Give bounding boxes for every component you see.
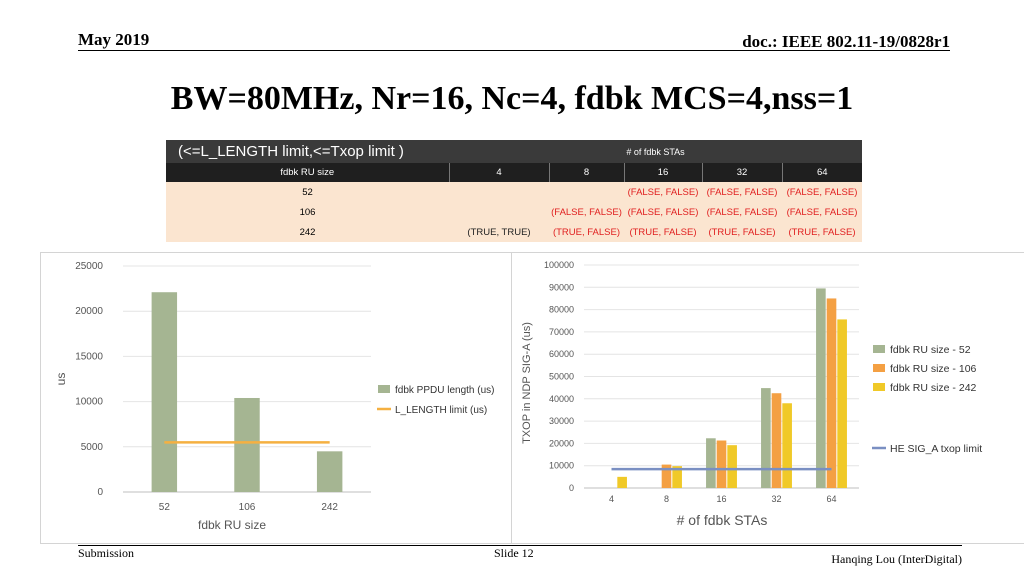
x-tick-label: 8: [664, 494, 669, 504]
x-tick-label: 242: [321, 502, 338, 513]
footer-author: Hanqing Lou (InterDigital): [831, 552, 962, 566]
ppdu-length-chart-svg: 0 5000 10000 15000 20000 25000 52 106 242 fdbk RU…: [54, 261, 495, 532]
table-cell: (TRUE, TRUE): [449, 222, 549, 242]
table-row: 242 (TRUE, TRUE) (TRUE, FALSE) (TRUE, FA…: [166, 222, 862, 242]
y-axis-title: us: [54, 373, 68, 386]
table-sta-col: 4: [448, 163, 549, 182]
legend-label: fdbk RU size - 106: [890, 363, 977, 375]
y-tick-label: 15000: [75, 351, 103, 362]
legend-label: HE SIG_A txop limit: [890, 443, 982, 455]
bar: [672, 466, 682, 488]
y-tick-label: 10000: [75, 397, 103, 408]
txop-chart: 0 10000 20000 30000 40000 50000 60000 70000 8000…: [511, 252, 1024, 544]
header-divider: [78, 50, 950, 51]
bar: [771, 393, 782, 488]
bar: [761, 388, 771, 488]
bar: [151, 292, 178, 492]
table-ru-header: fdbk RU size: [166, 163, 449, 182]
y-tick-label: 80000: [549, 305, 574, 315]
y-tick-label: 30000: [549, 416, 574, 426]
x-tick-label: 64: [826, 494, 836, 504]
y-tick-label: 100000: [544, 260, 574, 270]
bar: [837, 319, 847, 488]
table-row: 52 (FALSE, FALSE) (FALSE, FALSE) (FALSE,…: [166, 182, 862, 202]
x-axis-title: fdbk RU size: [198, 518, 266, 532]
table-row-ru: 242: [166, 222, 449, 242]
legend-label: fdbk PPDU length (us): [395, 385, 495, 396]
legend-swatch: [873, 383, 885, 391]
y-tick-label: 90000: [549, 282, 574, 292]
y-tick-label: 60000: [549, 349, 574, 359]
txop-chart-svg: 0 10000 20000 30000 40000 50000 60000 70000 8000…: [521, 260, 982, 528]
table-cell: (FALSE, FALSE): [782, 202, 862, 222]
x-tick-label: 32: [771, 494, 781, 504]
table-cell: [449, 182, 549, 202]
table-cell: (TRUE, FALSE): [702, 222, 782, 242]
table-row-ru: 52: [166, 182, 449, 202]
y-tick-label: 40000: [549, 394, 574, 404]
table-row: 106 (FALSE, FALSE) (FALSE, FALSE) (FALSE…: [166, 202, 862, 222]
footer-slide-number: Slide 12: [494, 546, 534, 560]
table-sta-col: 8: [548, 163, 624, 182]
y-tick-label: 50000: [549, 372, 574, 382]
table-cell: (TRUE, FALSE): [549, 222, 624, 242]
footer-divider: [78, 545, 962, 546]
bar: [706, 438, 716, 488]
x-tick-label: 52: [159, 502, 171, 513]
bar: [661, 464, 672, 488]
legend-swatch: [873, 364, 885, 372]
table-cell: (FALSE, FALSE): [702, 182, 782, 202]
table-cell: (FALSE, FALSE): [702, 202, 782, 222]
table-cell: (FALSE, FALSE): [624, 202, 702, 222]
legend-swatch: [378, 385, 390, 393]
table-cell: [549, 182, 624, 202]
table-sta-col: 32: [701, 163, 782, 182]
y-tick-label: 10000: [549, 461, 574, 471]
x-tick-label: 106: [239, 502, 256, 513]
ppdu-length-chart: 0 5000 10000 15000 20000 25000 52 106 242 fdbk RU…: [40, 252, 512, 544]
y-axis-title: TXOP in NDP SIG-A (us): [521, 322, 533, 444]
table-cell: (TRUE, FALSE): [782, 222, 862, 242]
table-condition-label: (<=L_LENGTH limit,<=Txop limit ): [166, 140, 449, 163]
y-tick-label: 0: [569, 483, 574, 493]
table-header-row: (<=L_LENGTH limit,<=Txop limit ) # of fd…: [166, 140, 862, 163]
legend-label: L_LENGTH limit (us): [395, 405, 487, 416]
table-cell: (FALSE, FALSE): [782, 182, 862, 202]
table-row-ru: 106: [166, 202, 449, 222]
x-tick-label: 4: [609, 494, 614, 504]
y-tick-label: 70000: [549, 327, 574, 337]
bar: [716, 440, 727, 488]
slide-title: BW=80MHz, Nr=16, Nc=4, fdbk MCS=4,nss=1: [170, 80, 854, 117]
table-cell: (FALSE, FALSE): [624, 182, 702, 202]
x-tick-label: 16: [716, 494, 726, 504]
footer-submission: Submission: [78, 546, 135, 560]
bar: [816, 288, 826, 488]
bar: [234, 397, 260, 492]
y-tick-label: 20000: [549, 438, 574, 448]
x-axis-title: # of fdbk STAs: [677, 512, 768, 528]
header-date: May 2019: [78, 30, 150, 49]
y-tick-label: 20000: [75, 306, 103, 317]
y-tick-label: 25000: [75, 261, 103, 272]
bar: [316, 451, 343, 492]
table-subheader-row: fdbk RU size 4 8 16 32 64: [166, 163, 862, 182]
legend-swatch: [873, 345, 885, 353]
legend-label: fdbk RU size - 242: [890, 382, 977, 394]
legend-label: fdbk RU size - 52: [890, 344, 971, 356]
table-cell: (FALSE, FALSE): [549, 202, 624, 222]
table-stas-header: # of fdbk STAs: [449, 140, 862, 163]
table-sta-col: 16: [623, 163, 702, 182]
table-cell: (TRUE, FALSE): [624, 222, 702, 242]
table-cell: [449, 202, 549, 222]
bar: [826, 298, 837, 488]
results-table: (<=L_LENGTH limit,<=Txop limit ) # of fd…: [166, 140, 862, 242]
header-doc-id: doc.: IEEE 802.11-19/0828r1: [742, 32, 950, 51]
y-tick-label: 5000: [81, 442, 104, 453]
y-tick-label: 0: [97, 487, 103, 498]
bar: [617, 476, 627, 488]
table-sta-col: 64: [781, 163, 862, 182]
bar: [782, 403, 792, 488]
bar: [727, 445, 737, 488]
